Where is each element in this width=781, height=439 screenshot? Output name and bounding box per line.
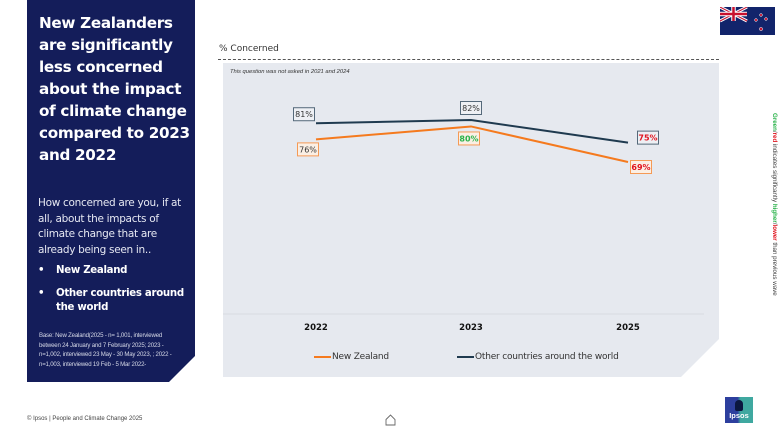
summary-panel: New Zealanders are significantly less co… — [27, 0, 195, 382]
data-label-other-countries-2022: 81% — [293, 107, 315, 122]
data-label-other-countries-2025: 75% — [637, 130, 659, 145]
dashed-divider — [218, 59, 719, 60]
ipsos-logo: Ipsos — [725, 397, 753, 423]
panel-title: New Zealanders are significantly less co… — [39, 14, 190, 164]
logo-head-icon — [735, 400, 743, 411]
new-zealand-flag-icon — [719, 5, 775, 35]
significance-legend: Green/red indicates significantly higher… — [771, 113, 778, 296]
series-line-other-countries — [315, 118, 629, 144]
data-label-other-countries-2023: 82% — [460, 101, 482, 115]
x-tick-label-2023: 2023 — [459, 323, 483, 333]
data-label-box — [458, 131, 480, 146]
chart-heading: % Concerned — [219, 44, 279, 54]
option-new-zealand: • New Zealand — [38, 264, 188, 279]
bullet-icon: • — [38, 287, 45, 299]
legend-label: New Zealand — [332, 352, 389, 362]
home-icon[interactable] — [385, 413, 396, 426]
data-label-new-zealand-2022: 76% — [297, 142, 319, 157]
bullet-icon: • — [38, 265, 45, 276]
legend-item-new-zealand: New Zealand — [314, 352, 389, 362]
survey-question: How concerned are you, if at all, about … — [38, 197, 181, 256]
x-tick-label-2022: 2022 — [304, 323, 328, 333]
data-label-box — [293, 107, 315, 122]
data-label-text: 81% — [295, 110, 313, 119]
data-label-box — [637, 130, 659, 145]
legend-label: Other countries around the world — [475, 352, 619, 362]
chart-note: This question was not asked in 2021 and … — [230, 69, 350, 75]
series-layer — [315, 118, 629, 163]
legend-swatch-other-countries — [457, 356, 474, 358]
footer-copyright: © Ipsos | People and Climate Change 2025 — [27, 416, 143, 422]
data-label-new-zealand-2023: 80% — [458, 131, 480, 146]
data-label-box — [297, 142, 319, 157]
data-label-text: 75% — [638, 134, 657, 143]
data-label-text: 80% — [459, 134, 478, 143]
data-label-text: 82% — [462, 104, 480, 113]
base-note: Base: New Zealand(2025 - n= 1,001, inter… — [39, 332, 172, 368]
data-label-text: 76% — [299, 145, 317, 154]
legend-item-other-countries: Other countries around the world — [457, 352, 619, 362]
data-label-new-zealand-2025: 69% — [630, 160, 652, 174]
x-tick-label-2025: 2025 — [616, 323, 640, 333]
data-label-box — [630, 160, 652, 174]
data-label-text: 69% — [631, 163, 650, 172]
labels-layer: 76% 80% 69% 81% 82% 75% — [293, 101, 659, 174]
option-other-countries: • Other countries around the world — [38, 287, 184, 313]
series-line-new-zealand — [315, 125, 629, 163]
question-options: • New Zealand • Other countries around the… — [38, 264, 188, 324]
x-tick-labels: 2022 2023 2025 — [304, 323, 640, 333]
legend-swatch-new-zealand — [314, 356, 331, 358]
data-label-box — [460, 101, 482, 115]
